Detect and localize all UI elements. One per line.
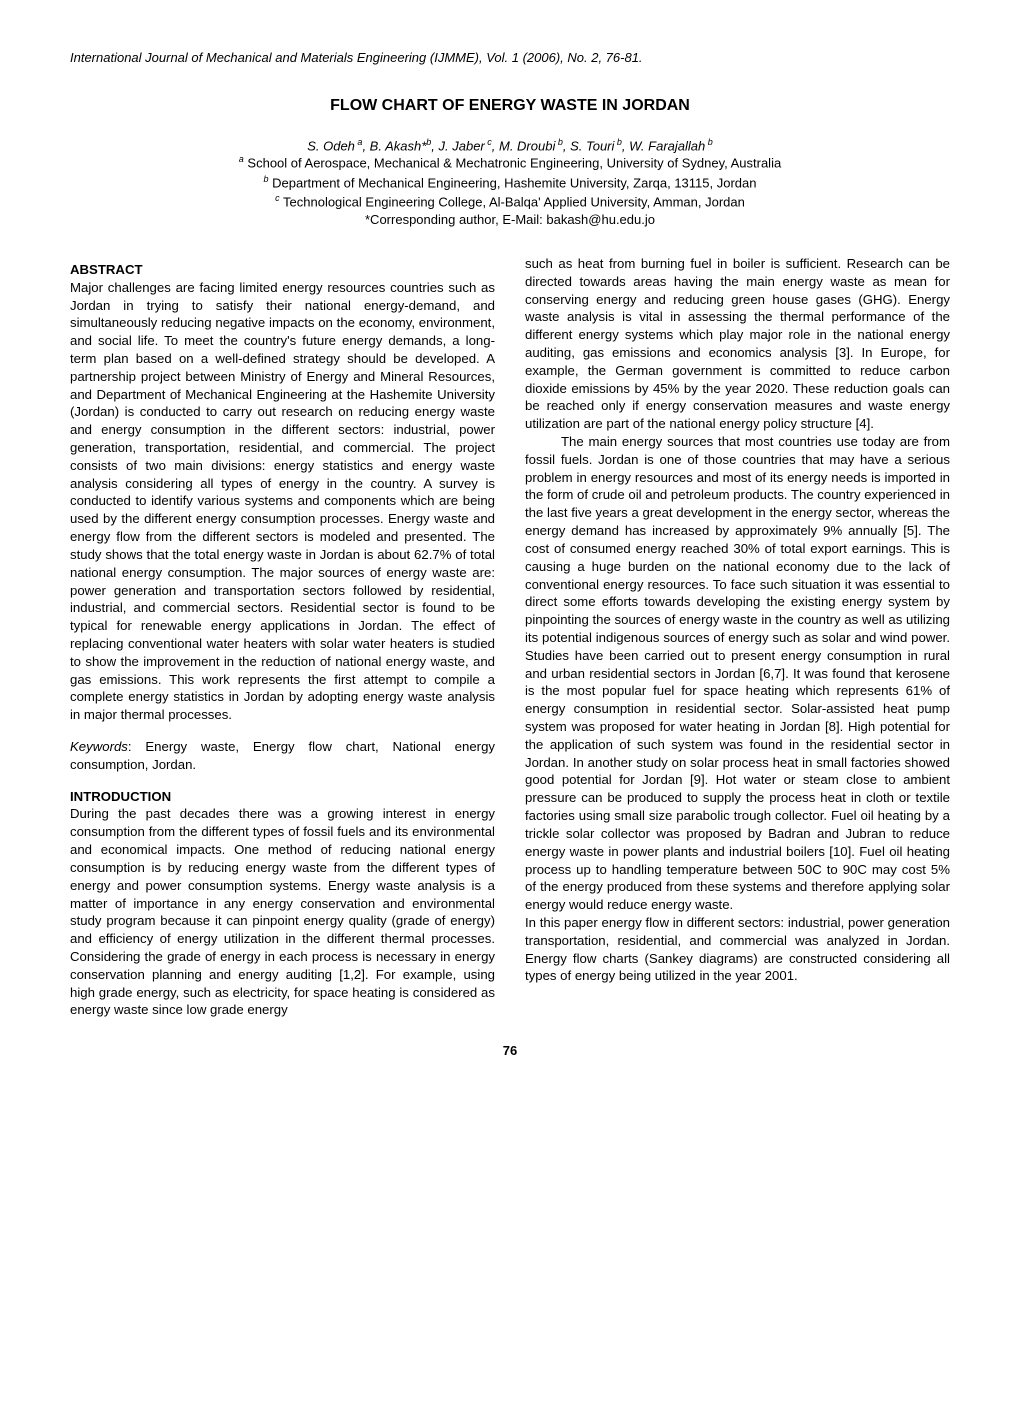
journal-header: International Journal of Mechanical and …	[70, 50, 950, 65]
left-column: ABSTRACT Major challenges are facing lim…	[70, 255, 495, 1019]
introduction-body: During the past decades there was a grow…	[70, 805, 495, 1019]
keywords: Keywords: Energy waste, Energy flow char…	[70, 738, 495, 774]
authors-line: S. Odeh a, B. Akash*b, J. Jaber c, M. Dr…	[70, 137, 950, 153]
affiliation-2: b Department of Mechanical Engineering, …	[70, 173, 950, 193]
keywords-text: : Energy waste, Energy flow chart, Natio…	[70, 739, 495, 772]
keywords-label: Keywords	[70, 739, 128, 754]
abstract-body: Major challenges are facing limited ener…	[70, 279, 495, 724]
affiliation-1: a School of Aerospace, Mechanical & Mech…	[70, 153, 950, 173]
affiliation-3: c Technological Engineering College, Al-…	[70, 192, 950, 212]
col2-paragraph-3: In this paper energy flow in different s…	[525, 914, 950, 985]
paper-title: FLOW CHART OF ENERGY WASTE IN JORDAN	[70, 97, 950, 115]
col2-paragraph-1: such as heat from burning fuel in boiler…	[525, 255, 950, 433]
two-column-layout: ABSTRACT Major challenges are facing lim…	[70, 255, 950, 1019]
right-column: such as heat from burning fuel in boiler…	[525, 255, 950, 1019]
corresponding-author: *Corresponding author, E-Mail: bakash@hu…	[70, 212, 950, 227]
abstract-heading: ABSTRACT	[70, 261, 495, 279]
page-number: 76	[70, 1043, 950, 1058]
col2-paragraph-2: The main energy sources that most countr…	[525, 433, 950, 914]
introduction-heading: INTRODUCTION	[70, 788, 495, 806]
